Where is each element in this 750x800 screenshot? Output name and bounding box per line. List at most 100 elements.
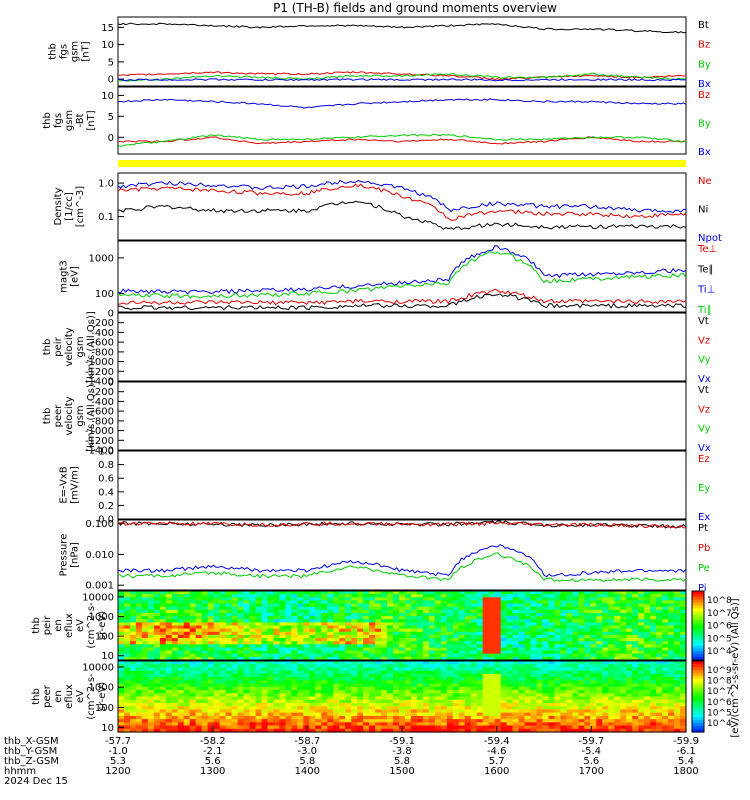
spec-cell [195,597,203,601]
spec-cell [141,631,149,636]
spec-cell [327,722,334,727]
spec-cell [309,683,316,688]
spec-cell [638,719,645,723]
spec-cell [674,693,681,698]
spec-cell [470,709,478,714]
spec-cell [405,609,412,614]
spec-cell [309,715,316,720]
spec-cell [339,619,346,623]
spec-cell [243,591,251,595]
spec-cell [135,725,143,730]
spec-cell [141,650,149,655]
spec-cell [602,667,609,672]
spec-cell [315,609,322,614]
spec-cell [135,680,143,685]
spec-cell [339,693,346,698]
spec-cell [470,667,478,672]
spec-cell [518,606,526,611]
spec-cell [297,594,304,598]
spec-cell [428,670,436,675]
spec-cell [189,706,197,710]
spec-cell [572,712,579,717]
spec-cell [297,641,304,645]
spec-cell [488,634,496,639]
spec-cell [231,725,239,730]
spec-cell [171,603,179,608]
spec-cell [219,709,227,714]
spec-cell [124,670,131,675]
spec-cell [351,696,358,701]
spec-cell [381,667,388,672]
spec-cell [309,673,316,678]
spec-cell [124,638,131,642]
spec-cell [291,661,298,665]
spec-cell [512,653,520,658]
spec-cell [632,609,639,614]
spec-cell [578,631,585,636]
spec-cell [333,631,340,636]
spec-cell [171,690,179,694]
spec-cell [387,699,394,704]
spec-cell [470,680,478,685]
spec-cell [411,622,418,627]
colorbar-segment [692,619,704,624]
spec-cell [566,628,573,633]
spec-cell [159,703,167,707]
spec-cell [225,594,233,598]
spec-cell [602,699,609,704]
spec-cell [345,667,352,672]
spec-cell [488,622,496,627]
spec-cell [357,670,364,675]
spec-cell [470,706,478,710]
spec-cell [608,715,615,720]
spec-cell [195,631,203,636]
spec-cell [124,690,131,694]
spec-cell [458,709,466,714]
spec-cell [644,609,651,614]
spec-cell [153,656,161,661]
series-Ne [117,183,687,221]
x-tick-label: -1.0 [108,746,128,757]
spec-cell [153,594,161,598]
spec-cell [309,613,316,617]
spec-cell [207,661,215,665]
spec-cell [482,677,490,681]
spec-cell [422,644,430,648]
spec-cell [638,622,645,627]
spec-cell [273,683,281,688]
spec-cell [135,622,143,627]
spec-cell [321,638,328,642]
spec-cell [411,664,418,668]
spec-cell [452,728,460,733]
spec-cell [225,631,233,636]
spec-cell [363,664,370,668]
spec-cell [201,656,209,661]
spec-cell [482,673,490,678]
spec-cell [536,650,544,655]
spec-cell [183,619,191,623]
spec-cell [602,650,609,655]
spec-cell [614,603,621,608]
spec-cell [321,725,328,730]
series-Pt [117,520,687,529]
spec-cell [464,638,472,642]
spec-cell [231,619,239,623]
spec-cell [512,703,520,707]
spec-cell [440,603,448,608]
spec-cell [434,600,442,605]
spec-cell [183,653,191,658]
spec-cell [566,619,573,623]
spec-cell [548,728,556,733]
spec-cell [656,725,663,730]
spec-cell [339,634,346,639]
spec-cell [440,644,448,648]
spec-cell [620,664,627,668]
spec-cell [524,638,532,642]
spec-cell [291,631,298,636]
spec-cell [554,661,562,665]
spec-cell [668,673,675,678]
spec-cell [303,699,310,704]
spec-cell [279,725,286,730]
spec-cell [554,591,562,595]
